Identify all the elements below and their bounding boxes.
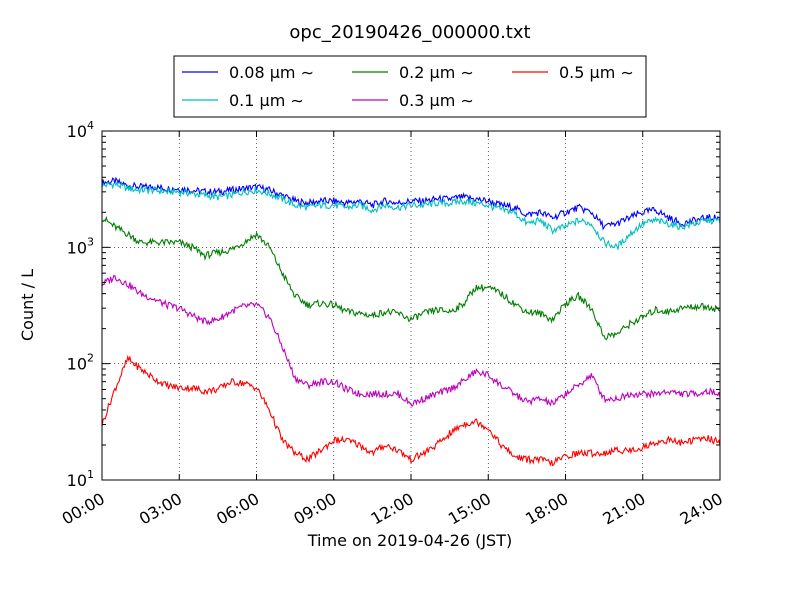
x-tick-label: 24:00 <box>677 489 726 529</box>
series-layer <box>101 176 721 467</box>
legend-label: 0.5 μm ∼ <box>559 63 634 82</box>
legend: 0.08 μm ∼ 0.1 μm ∼ 0.2 μm ∼ 0.3 μm ∼ 0.5 μm … <box>173 55 647 118</box>
series-line-0 <box>101 176 721 231</box>
x-axis-title: Time on 2019-04-26 (JST) <box>307 531 512 550</box>
legend-label: 0.1 μm ∼ <box>229 91 304 110</box>
x-tick-label: 15:00 <box>445 489 494 529</box>
legend-items: 0.08 μm ∼ 0.1 μm ∼ 0.2 μm ∼ 0.3 μm ∼ 0.5 μm … <box>182 63 634 110</box>
y-axis-title: Count / L <box>18 269 37 341</box>
legend-label: 0.3 μm ∼ <box>399 91 474 110</box>
legend-label: 0.2 μm ∼ <box>399 63 474 82</box>
legend-frame <box>173 55 647 118</box>
grid-layer <box>102 131 720 480</box>
y-tick-label: 101 <box>67 468 94 490</box>
x-tick-label: 18:00 <box>522 489 571 529</box>
x-tick-label: 09:00 <box>290 489 339 529</box>
x-tick-label: 21:00 <box>599 489 648 529</box>
x-tick-label: 06:00 <box>213 489 262 529</box>
x-tick-label: 12:00 <box>368 489 417 529</box>
x-tick-label: 00:00 <box>59 489 108 529</box>
series-line-2 <box>101 215 721 341</box>
y-tick-label: 104 <box>67 119 94 141</box>
chart-title: opc_20190426_000000.txt <box>289 22 530 43</box>
x-tick-labels: 00:00 03:00 06:00 09:00 12:00 15:00 18:00 21:00… <box>59 489 726 529</box>
y-tick-labels: 101 102 103 104 <box>67 119 94 490</box>
legend-label: 0.08 μm ∼ <box>229 63 314 82</box>
x-tick-label: 03:00 <box>136 489 185 529</box>
series-line-4 <box>101 354 721 467</box>
y-tick-label: 102 <box>67 352 94 374</box>
tick-layer <box>101 130 721 481</box>
y-tick-label: 103 <box>67 235 94 257</box>
series-line-3 <box>101 275 721 407</box>
series-line-1 <box>101 180 721 250</box>
